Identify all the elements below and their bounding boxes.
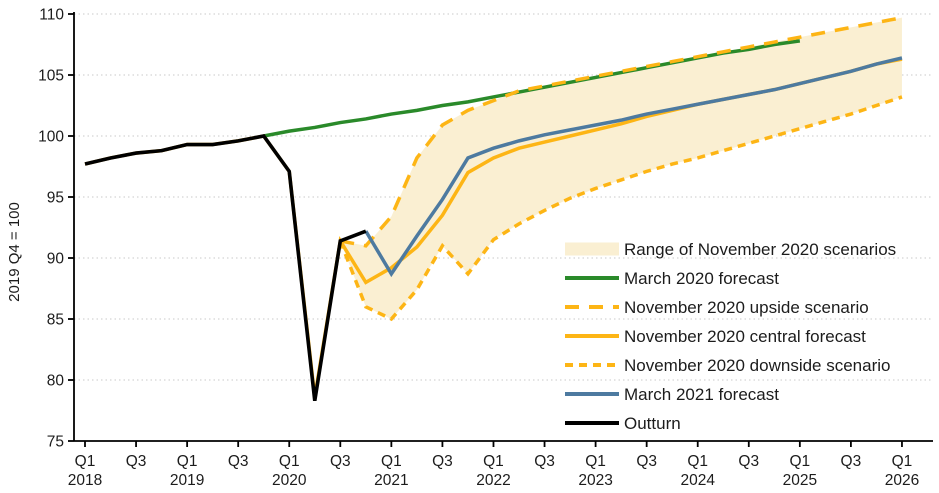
legend-label: March 2021 forecast	[624, 385, 779, 404]
series-lines	[84, 15, 903, 402]
y-tick-label-95: 95	[47, 190, 64, 207]
x-tick-label-q28: Q1	[789, 453, 810, 470]
legend-item-2: March 2020 forecast	[565, 269, 779, 288]
y-tick-label-85: 85	[47, 312, 64, 329]
series-line-outturn	[84, 134, 367, 402]
series-line-november-2020-downside-scenario	[338, 95, 903, 322]
legend: Range of November 2020 scenarios March 20…	[565, 240, 896, 433]
legend-item-7: Outturn	[565, 414, 681, 433]
x-tick-label-q6: Q3	[228, 453, 249, 470]
x-tick-label-q12: Q1	[381, 453, 402, 470]
y-tick-label-100: 100	[38, 129, 64, 146]
legend-item-5: November 2020 downside scenario	[565, 356, 891, 375]
x-tick-year-q20: 2023	[578, 472, 612, 489]
legend-label: November 2020 downside scenario	[624, 356, 891, 375]
legend-item-6: March 2021 forecast	[565, 385, 779, 404]
y-tick-label-80: 80	[47, 373, 65, 390]
legend-label: March 2020 forecast	[624, 269, 779, 288]
y-tick-label-105: 105	[38, 68, 64, 85]
x-tick-year-q0: 2018	[68, 472, 102, 489]
x-tick-year-q12: 2021	[374, 472, 408, 489]
legend-swatch-area	[565, 242, 619, 256]
legend-label: Range of November 2020 scenarios	[624, 240, 896, 259]
x-tick-label-q0: Q1	[75, 453, 96, 470]
x-tick-label-q2: Q3	[126, 453, 147, 470]
x-tick-label-q30: Q3	[841, 453, 862, 470]
legend-label: November 2020 central forecast	[624, 327, 866, 346]
x-tick-label-q32: Q1	[892, 453, 913, 470]
series-line-november-2020-upside-scenario	[339, 15, 903, 248]
legend-item-4: November 2020 central forecast	[565, 327, 866, 346]
y-tick-label-90: 90	[47, 251, 65, 268]
x-tick-year-q8: 2020	[272, 472, 307, 489]
x-tick-year-q28: 2025	[783, 472, 817, 489]
y-tick-label-75: 75	[47, 434, 64, 451]
x-tick-label-q10: Q3	[330, 453, 351, 470]
legend-item-3: November 2020 upside scenario	[565, 298, 869, 317]
x-tick-label-q18: Q3	[534, 453, 555, 470]
y-tick-label-110: 110	[39, 7, 64, 24]
legend-item-1: Range of November 2020 scenarios	[565, 240, 896, 259]
x-tick-year-q32: 2026	[885, 472, 919, 489]
y-axis-title: 2019 Q4 = 100	[6, 202, 23, 302]
x-tick-label-q24: Q1	[687, 453, 708, 470]
legend-label: Outturn	[624, 414, 681, 433]
y-axis-ticks: 75 80 85 90 95 100 105 110	[38, 7, 74, 451]
x-tick-year-q24: 2024	[680, 472, 715, 489]
x-tick-label-q26: Q3	[738, 453, 759, 470]
axes	[73, 12, 933, 442]
x-tick-label-q14: Q3	[432, 453, 453, 470]
x-tick-year-q4: 2019	[170, 472, 204, 489]
x-tick-label-q4: Q1	[177, 453, 198, 470]
x-tick-label-q8: Q1	[279, 453, 300, 470]
x-tick-year-q16: 2022	[476, 472, 510, 489]
series-line-march-2021-forecast	[364, 56, 903, 278]
x-tick-label-q20: Q1	[585, 453, 606, 470]
x-axis-ticks: Q1 2018 Q3 Q1 2019 Q3 Q1 2020 Q3 Q1 2021 Q3 Q1 2022 Q3…	[68, 441, 919, 489]
legend-label: November 2020 upside scenario	[624, 298, 869, 317]
x-tick-label-q16: Q1	[483, 453, 504, 470]
x-tick-label-q22: Q3	[636, 453, 657, 470]
